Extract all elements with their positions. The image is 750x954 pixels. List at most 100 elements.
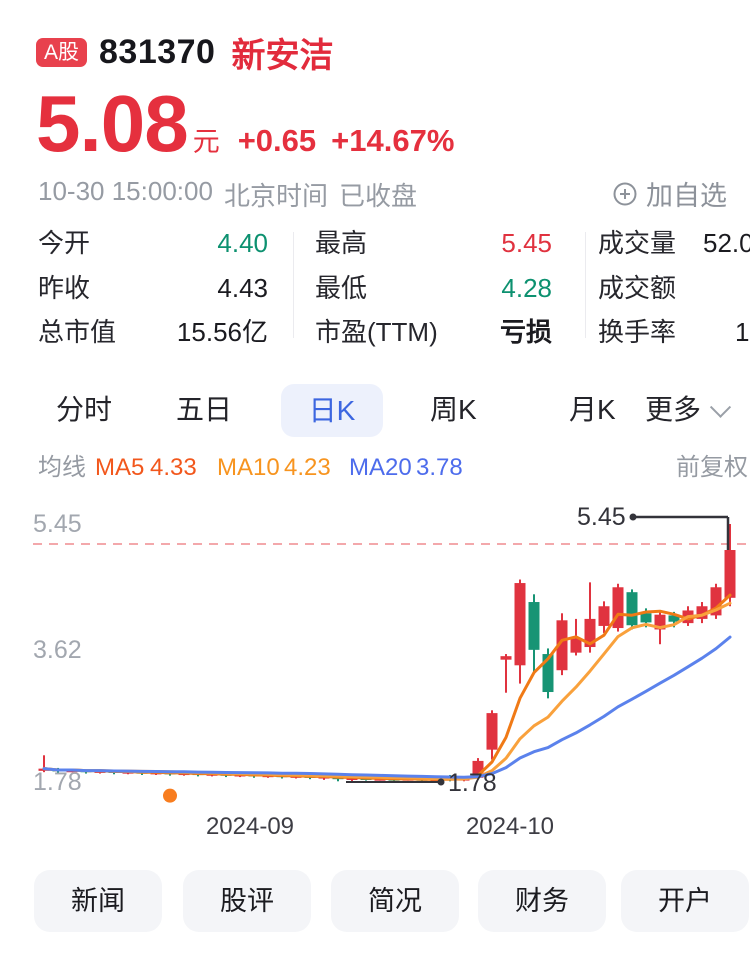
candle-body — [626, 592, 638, 626]
candle-body — [584, 618, 596, 648]
candle-body — [486, 713, 498, 750]
low-price-marker-label: 1.78 — [448, 769, 497, 797]
stat-label: 成交额 — [598, 273, 677, 303]
stock-code: 831370 — [99, 33, 216, 71]
session-status: 已收盘 — [338, 181, 417, 211]
y-axis-label: 1.78 — [33, 768, 82, 796]
stock-header: A股 831370 新安洁 — [36, 28, 333, 77]
stat-label: 总市值 — [38, 317, 117, 347]
tab-five-day[interactable]: 五日 — [176, 394, 233, 425]
low-marker-dot — [437, 778, 445, 786]
stats-grid: 今开 4.40 昨收 4.43 总市值 15.56亿 最高 5.45 最低 4.… — [0, 228, 750, 347]
candle-body — [612, 587, 624, 629]
ma10-value: 4.23 — [284, 454, 331, 481]
candle-body — [570, 638, 582, 653]
stat-prev-close: 昨收 4.43 — [38, 273, 268, 303]
ma5-label: MA5 — [95, 454, 145, 481]
tab-monthly-k[interactable]: 月K — [569, 394, 616, 425]
stat-value: 52.0 — [703, 228, 750, 258]
stat-label: 市盈(TTM) — [315, 317, 438, 347]
candle-body — [598, 606, 610, 626]
ma20-line — [42, 635, 732, 779]
candle-body — [696, 606, 708, 619]
kline-chart-area: 5.45 3.62 1.78 5.45 1.78 2024-09 2024-10 — [0, 500, 750, 850]
news-button[interactable]: 新闻 — [34, 870, 162, 932]
ma5-value: 4.33 — [150, 454, 197, 481]
kline-chart[interactable] — [0, 500, 750, 850]
comments-button[interactable]: 股评 — [183, 870, 311, 932]
stat-low: 最低 4.28 — [315, 273, 552, 303]
high-price-marker-label: 5.45 — [577, 503, 626, 531]
candle-body — [668, 615, 680, 622]
ma20-value: 3.78 — [416, 454, 463, 481]
stat-value: 4.40 — [217, 228, 268, 258]
candle-body — [514, 583, 526, 666]
stat-value: 1 — [735, 317, 750, 347]
ma-legend: 均线 MA5 4.33 MA10 4.23 MA20 3.78 前复权 — [0, 452, 750, 484]
candle-body — [542, 654, 554, 693]
y-axis-label: 3.62 — [33, 636, 82, 664]
tab-minute[interactable]: 分时 — [56, 394, 113, 425]
price-change: +0.65 — [237, 123, 317, 158]
stat-market-cap: 总市值 15.56亿 — [38, 317, 268, 347]
candle-body — [472, 760, 484, 778]
financials-button[interactable]: 财务 — [478, 870, 606, 932]
stats-divider — [585, 232, 586, 338]
stat-label: 今开 — [38, 228, 91, 258]
price-row: 5.08 元 +0.65 +14.67% — [36, 84, 454, 164]
stat-turnover: 成交额 — [598, 273, 750, 303]
tab-more[interactable]: 更多 — [645, 381, 732, 439]
tab-weekly-k[interactable]: 周K — [430, 394, 477, 425]
event-marker-dot — [163, 788, 177, 803]
ma20-label: MA20 — [349, 454, 412, 481]
profile-button[interactable]: 简况 — [331, 870, 459, 932]
stat-value: 4.28 — [501, 273, 552, 303]
stats-divider — [293, 232, 294, 338]
session-datetime: 10-30 15:00:00 — [38, 176, 213, 206]
y-axis-label: 5.45 — [33, 510, 82, 538]
chevron-down-icon — [709, 396, 732, 418]
tab-daily-k-active[interactable]: 日K — [281, 384, 383, 437]
footer-actions: 新闻 股评 简况 财务 开户 — [0, 870, 750, 932]
add-watchlist-label: 加自选 — [646, 181, 727, 211]
stat-open: 今开 4.40 — [38, 228, 268, 258]
candle-body — [654, 614, 666, 630]
ma10-label: MA10 — [217, 454, 280, 481]
session-row: 10-30 15:00:00 北京时间 已收盘 — [38, 176, 417, 213]
period-tabs: 分时 五日 日K 周K 月K 更多 — [0, 381, 750, 439]
adjust-mode-label[interactable]: 前复权 — [676, 454, 748, 481]
ma-legend-title: 均线 — [38, 454, 86, 481]
session-timezone: 北京时间 — [223, 181, 328, 211]
high-marker-dot — [629, 513, 637, 521]
candle-body — [556, 620, 568, 671]
stat-label: 换手率 — [598, 317, 677, 347]
price-change-percent: +14.67% — [331, 123, 455, 158]
stat-value: 15.56亿 — [176, 317, 268, 347]
x-axis-label: 2024-10 — [465, 813, 555, 840]
tab-more-label: 更多 — [645, 394, 702, 425]
stat-label: 昨收 — [38, 273, 91, 303]
open-account-button[interactable]: 开户 — [621, 870, 749, 932]
candle-body — [710, 587, 722, 616]
stat-label: 成交量 — [598, 228, 677, 258]
stock-name: 新安洁 — [231, 37, 334, 75]
ma10-line — [42, 601, 732, 781]
candle-body — [500, 656, 512, 660]
stat-pe-ttm: 市盈(TTM) 亏损 — [315, 317, 552, 347]
market-badge: A股 — [36, 38, 88, 67]
stat-value: 4.43 — [217, 273, 268, 303]
candle-body — [528, 602, 540, 650]
x-axis-label: 2024-09 — [205, 813, 295, 840]
add-watchlist-button[interactable]: 加自选 — [613, 174, 727, 213]
candle-body — [724, 550, 736, 598]
candle-body — [640, 613, 652, 623]
stat-value: 5.45 — [501, 228, 552, 258]
stat-volume: 成交量 52.0 — [598, 228, 750, 258]
stat-label: 最高 — [315, 228, 368, 258]
stat-label: 最低 — [315, 273, 368, 303]
stat-turnover-rate: 换手率 1 — [598, 317, 750, 347]
plus-circle-icon — [613, 182, 637, 206]
current-price: 5.08 — [36, 79, 189, 168]
price-unit: 元 — [192, 127, 220, 157]
